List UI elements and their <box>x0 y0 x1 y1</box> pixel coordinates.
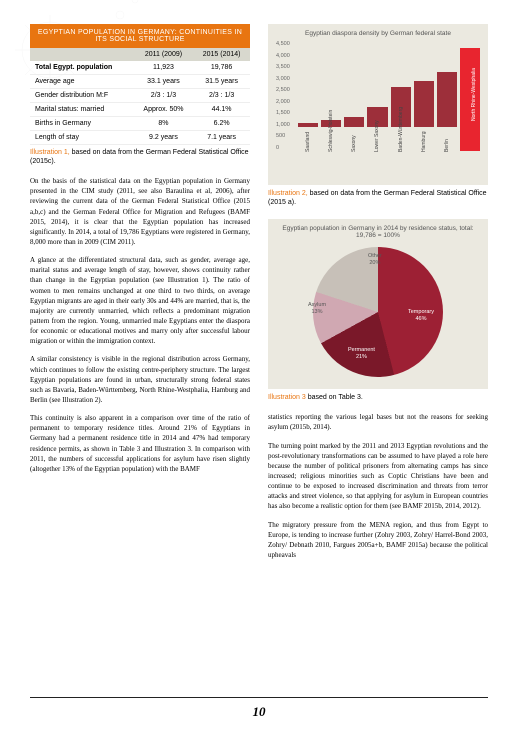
chart1-caption: Illustration 2, based on data from the G… <box>268 189 488 207</box>
right-column: Egyptian diaspora density by German fede… <box>268 24 488 568</box>
pie-chart: Temporary46%Permanent21%Asylum13%Other20… <box>313 247 443 377</box>
chart1-title: Egyptian diaspora density by German fede… <box>276 30 480 37</box>
bar-chart-box: Egyptian diaspora density by German fede… <box>268 24 488 185</box>
table1-caption: Illustration 1, based on data from the G… <box>30 148 250 166</box>
right-body-text: statistics reporting the various legal b… <box>268 412 488 560</box>
left-column: EGYPTIAN POPULATION IN GERMANY: CONTINUI… <box>30 24 250 568</box>
y-axis: 4,5004,0003,5003,0002,5002,0001,5001,000… <box>276 41 290 151</box>
footer-rule <box>30 697 488 698</box>
chart2-title: Egyptian population in Germany in 2014 b… <box>276 225 480 239</box>
chart2-caption: Illustration 3 based on Table 3. <box>268 393 488 402</box>
bar-chart: 4,5004,0003,5003,0002,5002,0001,5001,000… <box>276 41 480 151</box>
table1-header: EGYPTIAN POPULATION IN GERMANY: CONTINUI… <box>30 24 250 48</box>
left-body-text: On the basis of the statistical data on … <box>30 176 250 474</box>
pie-chart-box: Egyptian population in Germany in 2014 b… <box>268 219 488 389</box>
table1: 2011 (2009)2015 (2014) Total Egypt. popu… <box>30 48 250 145</box>
page-number: 10 <box>0 704 518 720</box>
